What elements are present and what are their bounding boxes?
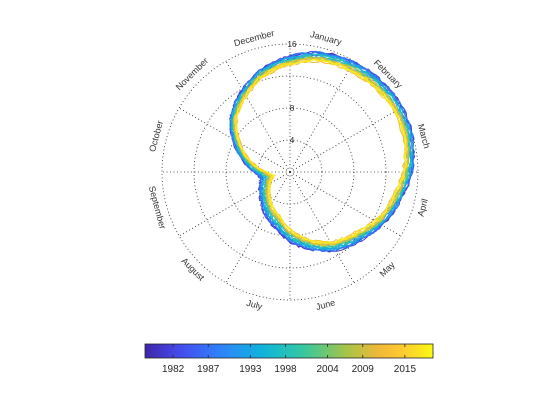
grid-spoke [289,60,355,173]
polar-grid [161,43,419,301]
colorbar-tick-label: 1982 [162,364,185,375]
colorbar-gradient [144,343,434,359]
month-label: January [309,29,343,47]
month-label: September [147,185,168,230]
series-line [232,55,411,248]
month-label: November [174,56,210,92]
grid-spoke [289,171,402,237]
radial-tick-label: 4 [290,136,295,145]
grid-spoke [225,171,291,284]
colorbar: 1982 1987 1993 1998 2004 2009 2015 [144,343,434,375]
series-line [229,50,416,252]
month-label: August [179,256,206,283]
radial-tick-label: 8 [290,104,295,113]
grid-circle [193,75,387,269]
colorbar-tick-label: 2009 [352,364,375,375]
grid-circle [161,43,419,301]
colorbar-tick-label: 1998 [274,364,297,375]
month-label: July [245,298,264,312]
month-label: October [147,119,165,153]
month-label: May [378,259,397,278]
grid-spoke [289,107,402,173]
grid-spoke [225,60,291,173]
radial-tick-label: 16 [288,40,297,49]
series-line [234,58,408,244]
grid-spoke [289,171,355,284]
colorbar-tick-label: 2004 [317,364,340,375]
series-line [231,54,413,249]
colorbar-ticks: 1982 1987 1993 1998 2004 2009 2015 [162,344,416,375]
grid-spoke [178,171,291,237]
month-label: March [416,123,432,150]
series-lines [229,50,416,253]
month-label: April [416,198,430,218]
colorbar-tick-label: 2015 [394,364,417,375]
colorbar-tick-label: 1987 [197,364,220,375]
colorbar-tick-label: 1993 [239,364,262,375]
month-label: December [233,28,276,48]
month-label: June [315,297,336,312]
series-line [229,51,415,252]
